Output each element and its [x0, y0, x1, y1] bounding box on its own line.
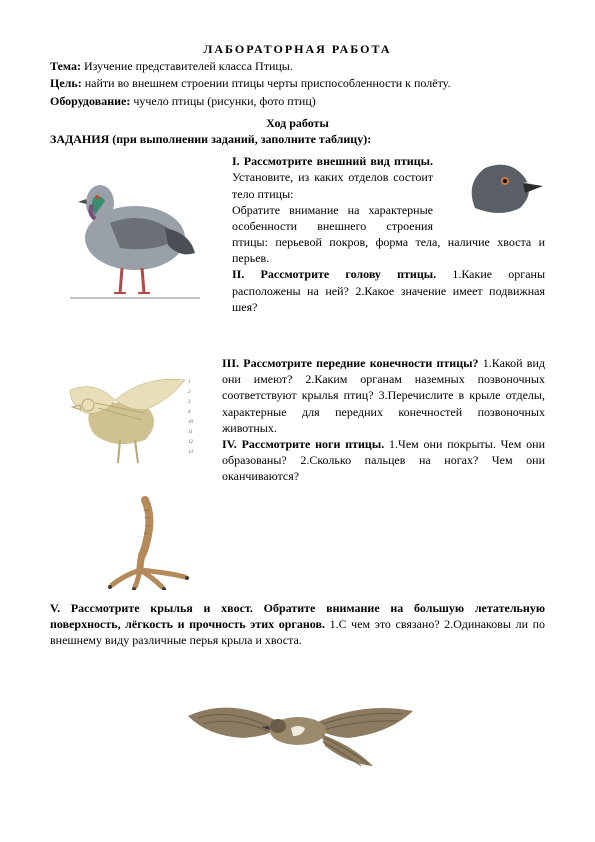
pigeon-head-illustration-icon — [445, 153, 545, 223]
section-5: V. Рассмотрите крылья и хвост. Обратите … — [50, 600, 545, 649]
bird-skeleton-illustration-icon: 12 34 1011 1213 — [50, 355, 210, 475]
theme-text: Изучение представителей класса Птицы. — [81, 59, 293, 73]
leg-block — [50, 495, 545, 594]
svg-text:1: 1 — [188, 380, 191, 385]
page-title: ЛАБОРАТОРНАЯ РАБОТА — [50, 41, 545, 57]
pigeon-illustration-icon — [50, 153, 220, 303]
svg-text:3: 3 — [188, 400, 191, 405]
svg-text:13: 13 — [188, 450, 194, 455]
s1-text1: Установите, из каких отделов состоит тел… — [232, 170, 433, 200]
svg-text:12: 12 — [188, 440, 194, 445]
svg-text:10: 10 — [188, 420, 194, 425]
theme-label: Тема: — [50, 59, 81, 73]
svg-text:11: 11 — [188, 430, 193, 435]
equip-text: чучело птицы (рисунки, фото птиц) — [130, 94, 315, 108]
theme-line: Тема: Изучение представителей класса Пти… — [50, 58, 545, 74]
equip-label: Оборудование: — [50, 94, 130, 108]
s1-header: I. Рассмотрите внешний вид птицы. — [232, 154, 433, 168]
s3-header: III. Рассмотрите передние конечности пти… — [222, 356, 479, 370]
section-1-2: I. Рассмотрите внешний вид птицы. Устано… — [50, 153, 545, 315]
progress-title: Ход работы — [50, 115, 545, 131]
svg-text:2: 2 — [188, 390, 191, 395]
goal-line: Цель: найти во внешнем строении птицы че… — [50, 75, 545, 91]
tasks-label: ЗАДАНИЯ (при выполнении заданий, заполни… — [50, 131, 545, 147]
s2-header: II. Рассмотрите голову птицы. — [232, 267, 436, 281]
goal-label: Цель: — [50, 76, 82, 90]
s4-header: IV. Рассмотрите ноги птицы. — [222, 437, 384, 451]
equip-line: Оборудование: чучело птицы (рисунки, фот… — [50, 93, 545, 109]
svg-text:4: 4 — [188, 410, 191, 415]
flying-bird-illustration-icon — [173, 656, 423, 796]
section-3-4: 12 34 1011 1213 III. Рассмотрите передни… — [50, 355, 545, 485]
goal-text: найти во внешнем строении птицы черты пр… — [82, 76, 451, 90]
bird-leg-illustration-icon — [90, 495, 200, 590]
